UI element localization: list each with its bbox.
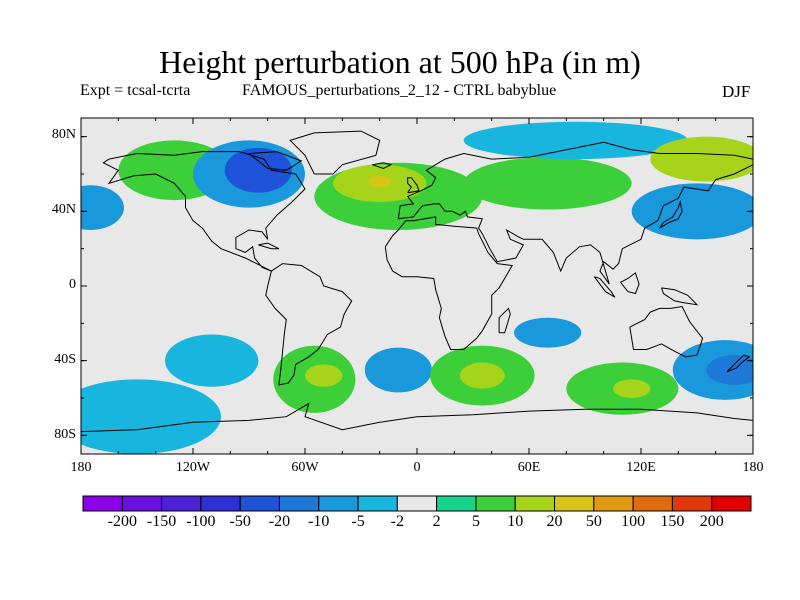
coastline-australia <box>629 305 704 358</box>
colorbar-label: -100 <box>186 513 216 530</box>
lon-label-120w: 120W <box>175 460 211 475</box>
colorbar-swatch <box>200 495 241 512</box>
experiment-label: Expt = tcsal-tcrta <box>80 82 191 99</box>
region-blue-north-pacific-west <box>81 185 124 230</box>
season-label: DJF <box>722 82 751 101</box>
colorbar-swatch <box>475 495 516 512</box>
coastline-south-america <box>265 263 353 386</box>
lat-label-80s: 80S <box>54 427 76 442</box>
coastline-uk <box>407 177 420 194</box>
colorbar-label: 10 <box>507 513 524 530</box>
colorbar-label: 200 <box>699 513 724 530</box>
lon-label-180e: 180 <box>742 460 764 475</box>
coastline-madagascar <box>498 307 511 334</box>
region-yellow-south-africa <box>459 362 505 389</box>
coastline-japan <box>659 200 683 229</box>
region-yellow-south-america <box>305 364 343 387</box>
colorbar-swatch <box>121 495 163 512</box>
region-darkblue-north-america <box>224 147 292 193</box>
page-title: Height perturbation at 500 hPa (in m) <box>159 44 641 80</box>
colorbar-swatch <box>318 495 359 512</box>
colorbar-label: 20 <box>546 513 563 530</box>
colorbar-label: -50 <box>229 513 251 530</box>
colorbar-label: 100 <box>621 513 646 530</box>
coastline-sumatra <box>593 276 616 298</box>
colorbar-label: 150 <box>660 513 685 530</box>
colorbar-swatch <box>357 495 398 512</box>
lon-label-60w: 60W <box>291 460 319 475</box>
lon-label-0: 0 <box>413 460 421 475</box>
colorbar-swatch <box>671 495 713 512</box>
region-orange-atlantic <box>368 175 391 188</box>
colorbar-swatch <box>711 495 752 512</box>
colorbar-label: 50 <box>585 513 602 530</box>
coastline-greenland <box>289 130 381 175</box>
colorbar-swatch <box>161 495 202 512</box>
colorbar-swatch <box>554 495 595 512</box>
colorbar-label: -2 <box>390 513 404 530</box>
colorbar-label: -150 <box>146 513 177 530</box>
coastline-baffin <box>247 151 303 171</box>
coastline-new-guinea <box>661 287 699 306</box>
coastline-iceland <box>372 162 393 169</box>
lon-label-120e: 120E <box>626 460 656 475</box>
colorbar-swatch <box>82 495 123 512</box>
comparison-label: FAMOUS_perturbations_2_12 - CTRL babyblu… <box>242 82 557 99</box>
colorbar-swatch <box>278 495 320 512</box>
colorbar-swatch <box>436 495 477 512</box>
lon-label-180w: 180 <box>70 460 92 475</box>
colorbar-swatch <box>396 495 438 512</box>
coastline-eurasia <box>397 141 753 285</box>
colorbar-label: 5 <box>471 513 480 530</box>
region-yellow-south-indian <box>613 379 651 398</box>
colorbar-label: -10 <box>308 513 330 530</box>
lat-label-0: 0 <box>69 277 76 292</box>
region-blue-south-atlantic <box>364 347 432 393</box>
lon-label-60e: 60E <box>517 460 541 475</box>
colorbar-swatch <box>593 495 634 512</box>
colorbar-label: -200 <box>107 513 137 530</box>
region-blue-southeast-pacific <box>165 334 259 387</box>
region-green-arctic-east <box>650 136 753 182</box>
coastline-north-america <box>102 151 306 272</box>
colorbar-swatch <box>514 495 556 512</box>
coastline-africa <box>384 216 514 350</box>
region-blue-antarctic <box>81 379 221 454</box>
lat-label-40n: 40N <box>51 202 76 217</box>
lat-label-40s: 40S <box>54 352 76 367</box>
colorbar-swatch <box>239 495 280 512</box>
coastlines <box>81 130 753 433</box>
region-blue-indian-ocean <box>514 317 582 348</box>
colorbar-label: -5 <box>351 513 365 530</box>
axis-ticks <box>80 118 754 454</box>
colorbar-label: -20 <box>268 513 291 530</box>
colorbar-swatch <box>632 495 673 512</box>
coastline-new-zealand <box>726 354 751 373</box>
colorbar-label: 2 <box>432 513 441 530</box>
coastline-antarctica <box>81 402 753 433</box>
lat-label-80n: 80N <box>51 127 76 142</box>
region-green-eurasia <box>463 157 632 210</box>
coastline-cuba <box>258 242 280 250</box>
coastline-borneo <box>620 272 640 295</box>
